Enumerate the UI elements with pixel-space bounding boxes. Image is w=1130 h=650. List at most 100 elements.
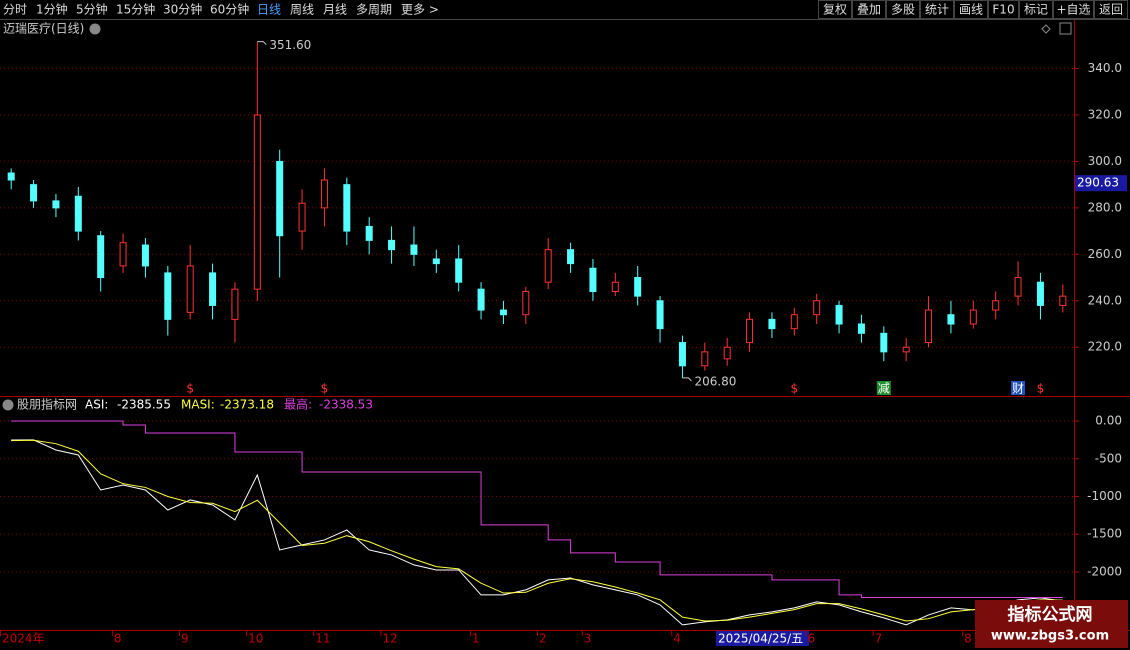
indicator-line xyxy=(11,439,1063,622)
candle-body xyxy=(880,332,888,353)
diamond-icon[interactable] xyxy=(1041,24,1051,34)
candle-body xyxy=(164,272,172,320)
toolbar-button[interactable]: 叠加 xyxy=(857,3,881,17)
candle-body xyxy=(320,179,328,209)
x-tick-label: 3 xyxy=(584,632,592,646)
candle-body xyxy=(835,304,843,325)
y-tick-label: 320.0 xyxy=(1088,107,1122,121)
event-marker[interactable]: $ xyxy=(1037,382,1045,396)
event-marker[interactable]: $ xyxy=(321,382,329,396)
candle-body xyxy=(567,249,575,265)
candle-body xyxy=(253,114,261,290)
x-tick-label: 1 xyxy=(472,632,480,646)
x-tick-label: 8 xyxy=(114,632,122,646)
toolbar-tab[interactable]: 60分钟 xyxy=(210,2,249,17)
candle-body xyxy=(388,239,396,251)
candle-body xyxy=(1014,277,1022,297)
toolbar-tab[interactable]: 1分钟 xyxy=(36,2,68,17)
candle-body xyxy=(790,314,798,330)
y-tick-label: -2000 xyxy=(1087,564,1122,578)
candle-body xyxy=(925,309,933,344)
toolbar-button[interactable]: F10 xyxy=(992,3,1014,17)
toolbar-tab[interactable]: 15分钟 xyxy=(116,2,155,17)
toolbar-button[interactable]: 画线 xyxy=(959,3,983,17)
candle-body xyxy=(343,184,351,232)
x-tick-label: 11 xyxy=(315,632,330,646)
toolbar-tab[interactable]: 日线 xyxy=(257,3,281,17)
candle-body xyxy=(7,172,15,181)
toolbar-tab[interactable]: 分时 xyxy=(3,3,27,17)
y-tick-label: 300.0 xyxy=(1088,154,1122,168)
toolbar-tab[interactable]: 月线 xyxy=(323,3,347,17)
toolbar-button[interactable]: 标记 xyxy=(1024,3,1048,17)
title-icon[interactable] xyxy=(89,23,101,35)
candle-body xyxy=(74,195,82,232)
toolbar-button-frame[interactable] xyxy=(988,0,1019,19)
candle-body xyxy=(499,309,507,316)
toolbar-button-frame[interactable] xyxy=(852,0,886,19)
event-marker[interactable]: 财 xyxy=(1012,382,1024,396)
toolbar-button[interactable]: 复权 xyxy=(823,3,847,17)
candle-body xyxy=(141,244,149,267)
toolbar-button[interactable]: +自选 xyxy=(1056,3,1090,17)
y-tick-label: 340.0 xyxy=(1088,61,1122,75)
toolbar-tab[interactable]: 多周期 xyxy=(356,3,392,17)
event-badge xyxy=(876,381,891,395)
legend-value: -2338.53 xyxy=(319,398,373,412)
event-marker[interactable]: $ xyxy=(186,382,194,396)
x-tick-label: 6 xyxy=(808,632,816,646)
toolbar-tab[interactable]: 5分钟 xyxy=(76,2,108,17)
x-tick-label: 10 xyxy=(248,632,263,646)
candle-body xyxy=(52,200,60,209)
toolbar-button-frame[interactable] xyxy=(886,0,920,19)
candle-body xyxy=(1036,281,1044,306)
toolbar-button[interactable]: 返回 xyxy=(1099,3,1123,17)
watermark-title: 指标公式网 xyxy=(1008,604,1093,625)
candle-body xyxy=(231,288,239,320)
toolbar-button[interactable]: 多股 xyxy=(891,3,915,17)
candle-body xyxy=(365,225,373,241)
x-tick-label: 8 xyxy=(964,632,972,646)
candle-body xyxy=(455,258,463,283)
event-marker[interactable]: $ xyxy=(790,382,798,396)
candle-body xyxy=(97,235,105,279)
x-tick-label: 7 xyxy=(875,632,883,646)
x-tick-label: 2025/04/25/五 xyxy=(718,632,803,646)
toolbar-button[interactable]: 统计 xyxy=(925,3,949,17)
toolbar-button-frame[interactable] xyxy=(818,0,852,19)
y-tick-label: -1500 xyxy=(1087,527,1122,541)
watermark: 指标公式网 www.zbgs3.com xyxy=(975,600,1128,648)
y-tick-label: -1000 xyxy=(1087,489,1122,503)
toolbar-tab[interactable]: 30分钟 xyxy=(163,2,202,17)
toolbar-button-frame[interactable] xyxy=(1019,0,1053,19)
annotation-pointer xyxy=(257,41,267,45)
candle-body xyxy=(902,346,910,353)
toolbar-button-frame[interactable] xyxy=(920,0,954,19)
candle-body xyxy=(522,290,530,316)
indicator-icon[interactable] xyxy=(2,399,14,411)
candle-body xyxy=(857,323,865,334)
watermark-url: www.zbgs3.com xyxy=(991,629,1109,644)
candle-body xyxy=(276,160,284,237)
panel-icon[interactable] xyxy=(1059,22,1072,35)
legend-value: -2385.55 xyxy=(117,398,171,412)
x-tick-label: 12 xyxy=(382,632,397,646)
event-marker[interactable]: 减 xyxy=(878,382,890,396)
toolbar-tab[interactable]: 周线 xyxy=(290,3,314,17)
chart-title: 迈瑞医疗(日线) xyxy=(3,22,84,36)
candle-body xyxy=(209,272,217,306)
candle-body xyxy=(678,342,686,367)
candle-body xyxy=(544,249,552,283)
toolbar-button-frame[interactable] xyxy=(1053,0,1094,19)
y-tick-label: 220.0 xyxy=(1088,340,1122,354)
candle-body xyxy=(611,281,619,292)
toolbar-button-frame[interactable] xyxy=(1094,0,1128,19)
toolbar-tab[interactable]: 更多 > xyxy=(401,3,439,17)
candle-body xyxy=(119,242,127,267)
candle-body xyxy=(432,258,440,265)
y-tick-label: 280.0 xyxy=(1088,200,1122,214)
toolbar-button-frame[interactable] xyxy=(954,0,988,19)
annotation-label: 206.80 xyxy=(694,374,736,388)
